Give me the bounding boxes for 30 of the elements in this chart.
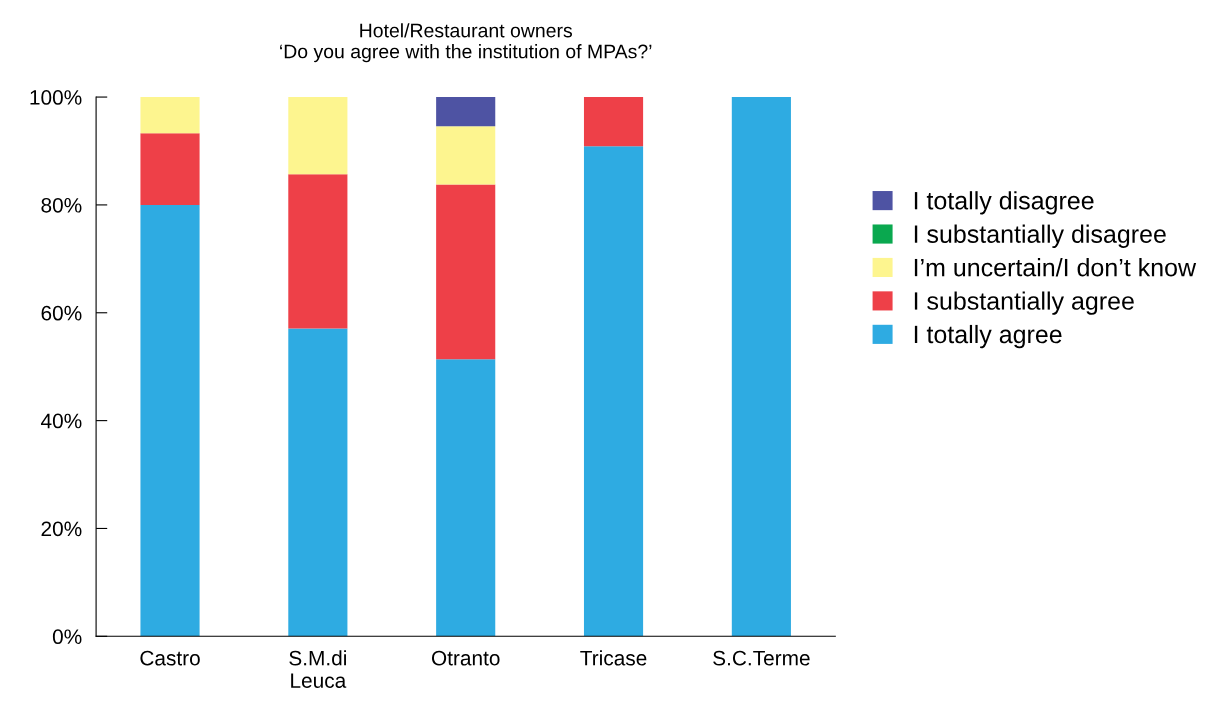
x-tick-label: Otranto bbox=[431, 650, 500, 666]
y-tick-label: 0% bbox=[52, 629, 82, 645]
bar bbox=[436, 359, 496, 637]
legend-label: I’m uncertain/I don’t know bbox=[914, 258, 1197, 277]
legend-label: I substantially disagree bbox=[914, 224, 1166, 248]
legend-label: I substantially agree bbox=[914, 291, 1134, 315]
bar bbox=[583, 97, 644, 147]
y-tick-label: 40% bbox=[40, 413, 82, 429]
bar bbox=[436, 126, 496, 185]
x-tick-label: Tricase bbox=[580, 650, 647, 666]
bar bbox=[436, 97, 496, 127]
y-tick-label: 60% bbox=[41, 305, 82, 321]
x-tick-label: S.M.di Leuca bbox=[289, 650, 347, 688]
legend-label: I totally disagree bbox=[914, 191, 1094, 215]
bar bbox=[140, 204, 200, 637]
x-tick-label: S.C.Terme bbox=[713, 650, 810, 666]
x-tick-label: Castro bbox=[140, 650, 200, 666]
y-tick-label: 20% bbox=[41, 521, 82, 537]
bar bbox=[731, 97, 791, 637]
bar bbox=[140, 97, 200, 134]
bar bbox=[583, 146, 644, 637]
bar bbox=[288, 97, 348, 175]
y-tick-label: 100% bbox=[30, 90, 82, 105]
bar bbox=[288, 328, 348, 637]
y-tick-label: 80% bbox=[41, 197, 82, 213]
bar bbox=[436, 184, 496, 360]
bar bbox=[288, 174, 348, 329]
bar bbox=[140, 133, 200, 205]
legend-label: I totally agree bbox=[914, 324, 1062, 349]
chart-title: Hotel/Restaurant owners ‘Do you agree with the institution of MPAs?’ bbox=[280, 23, 652, 63]
